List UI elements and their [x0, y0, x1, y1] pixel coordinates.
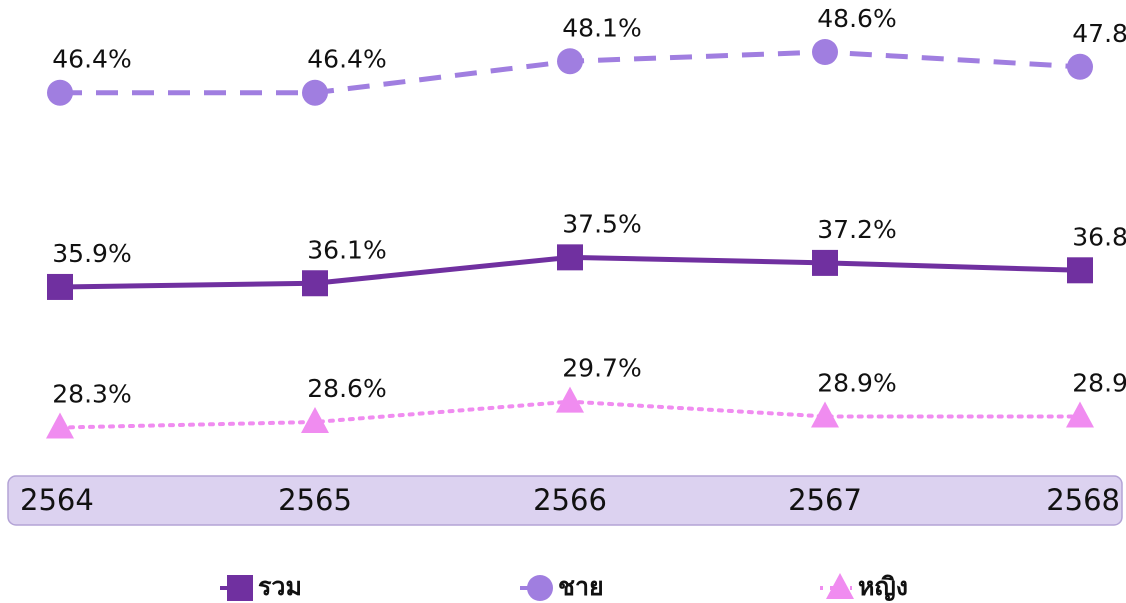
data-point: [557, 244, 583, 271]
data-label: 46.4%: [52, 45, 131, 74]
data-label: 47.8%: [1072, 19, 1126, 48]
data-point: [46, 412, 74, 439]
data-point: [1067, 257, 1093, 284]
data-point: [302, 270, 328, 297]
data-point: [557, 48, 583, 75]
legend-label: หญิง: [858, 572, 908, 601]
legend-label: ชาย: [558, 572, 604, 601]
data-point: [556, 386, 584, 413]
data-point: [812, 249, 838, 276]
data-label: 37.2%: [817, 215, 896, 244]
legend-marker: [227, 575, 253, 601]
x-tick-label: 2564: [20, 483, 94, 517]
data-label: 46.4%: [307, 45, 386, 74]
data-point: [302, 79, 328, 106]
data-label: 35.9%: [52, 239, 131, 268]
data-point: [301, 407, 329, 433]
x-tick-label: 2565: [278, 483, 352, 517]
data-point: [1066, 401, 1094, 428]
data-label: 48.6%: [817, 4, 896, 33]
data-label: 29.7%: [562, 354, 641, 383]
data-label: 36.8%: [1072, 222, 1126, 251]
data-label: 48.1%: [562, 13, 641, 42]
category-band: [7, 475, 1123, 526]
data-point: [812, 39, 838, 65]
x-tick-label: 2568: [1046, 483, 1120, 517]
data-label: 28.3%: [52, 380, 131, 409]
data-point: [1067, 53, 1093, 80]
data-point: [811, 401, 839, 428]
data-point: [47, 273, 73, 300]
data-label: 28.9%: [1072, 368, 1126, 397]
legend-marker: [826, 573, 854, 599]
data-label: 28.6%: [307, 374, 386, 403]
x-tick-label: 2567: [788, 483, 862, 517]
data-point: [47, 79, 73, 106]
data-label: 28.9%: [817, 368, 896, 397]
data-label: 36.1%: [307, 235, 386, 264]
legend-label: รวม: [258, 572, 302, 601]
data-label: 37.5%: [562, 209, 641, 238]
x-tick-label: 2566: [533, 483, 607, 517]
legend-marker: [527, 575, 553, 601]
